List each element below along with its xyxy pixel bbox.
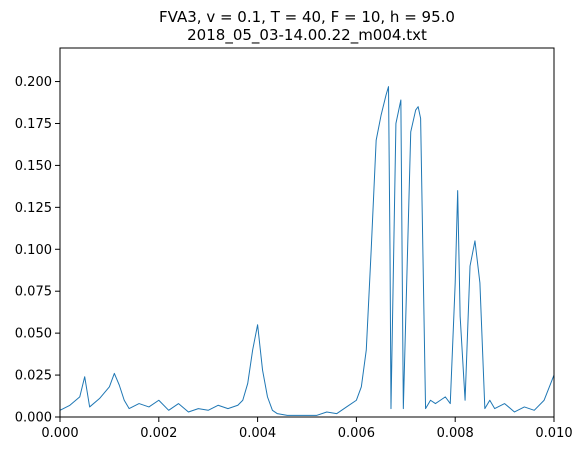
x-tick-label-1: 0.002 (140, 426, 177, 441)
plot-frame (59, 47, 555, 418)
y-tick-label-1: 0.025 (15, 369, 52, 384)
y-tick-label-5: 0.125 (15, 201, 52, 216)
y-tick-label-6: 0.150 (15, 159, 52, 174)
y-tick-label-2: 0.050 (15, 327, 52, 342)
plot-layer (59, 86, 555, 416)
x-tick-label-3: 0.006 (338, 426, 375, 441)
series-line-0 (59, 86, 555, 416)
y-tick-label-4: 0.100 (15, 243, 52, 258)
x-tick-label-2: 0.004 (239, 426, 276, 441)
x-tick-label-4: 0.008 (437, 426, 474, 441)
axis-layer: 0.000 0.002 0.004 0.006 0.008 0.010 0.000 0.025… (15, 47, 573, 441)
x-tick-label-5: 0.010 (535, 426, 572, 441)
y-tick-label-3: 0.075 (15, 285, 52, 300)
y-tick-label-0: 0.000 (15, 411, 52, 426)
chart-title: FVA3, v = 0.1, T = 40, F = 10, h = 95.0 (159, 8, 455, 26)
x-tick-label-0: 0.000 (41, 426, 78, 441)
y-tick-label-7: 0.175 (15, 117, 52, 132)
y-tick-label-8: 0.200 (15, 75, 52, 90)
chart-subtitle: 2018_05_03-14.00.22_m004.txt (187, 26, 427, 45)
